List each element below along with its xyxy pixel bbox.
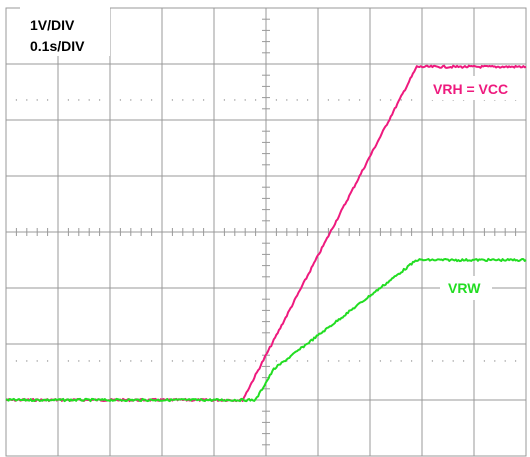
grid-dot: [286, 99, 288, 101]
grid-dot: [78, 99, 80, 101]
grid-dot: [504, 360, 506, 362]
grid-dot: [390, 99, 392, 101]
vertical-scale-label: 1V/DIV: [30, 17, 75, 33]
grid-dot: [452, 360, 454, 362]
grid-dot: [514, 360, 517, 362]
grid-dot: [171, 99, 174, 101]
grid-dot: [88, 99, 90, 101]
grid-dot: [379, 360, 382, 362]
grid-dot: [98, 360, 101, 362]
grid-dot: [171, 360, 174, 362]
vrh-series-label: VRH = VCC: [433, 81, 508, 97]
grid-dot: [150, 360, 153, 362]
grid-dot: [140, 99, 142, 101]
grid-dot: [462, 360, 465, 362]
grid-dot: [306, 99, 309, 101]
grid-dot: [244, 360, 246, 362]
grid-dot: [327, 360, 330, 362]
grid-dot: [254, 360, 257, 362]
grid-dot: [67, 99, 70, 101]
grid-dot: [390, 360, 392, 362]
grid-dot: [15, 99, 18, 101]
grid-dot: [26, 360, 28, 362]
grid-dot: [358, 360, 361, 362]
traces: [5, 64, 527, 403]
grid-dot: [78, 360, 80, 362]
grid-dot: [88, 360, 90, 362]
grid-dot: [36, 99, 38, 101]
grid-dot: [202, 360, 205, 362]
grid-dot: [192, 360, 194, 362]
grid-dot: [400, 360, 402, 362]
grid-dot: [306, 360, 309, 362]
grid-dot: [150, 99, 153, 101]
grid-dot: [140, 360, 142, 362]
grid-dot: [98, 99, 101, 101]
grid-dot: [254, 99, 257, 101]
grid-dot: [379, 99, 382, 101]
grid-dot: [410, 99, 413, 101]
grid-dot: [275, 360, 278, 362]
grid-dot: [234, 360, 236, 362]
grid-dot: [296, 99, 298, 101]
grid-dot: [130, 99, 132, 101]
vrw-series-label: VRW: [448, 280, 481, 296]
grid-dot: [36, 360, 38, 362]
grid-dot: [442, 360, 444, 362]
grid-dot: [182, 99, 184, 101]
grid-dot: [223, 99, 226, 101]
grid-dot: [46, 99, 49, 101]
grid-dot: [26, 99, 28, 101]
grid-dot: [67, 360, 70, 362]
grid-dot: [182, 360, 184, 362]
grid-dot: [348, 360, 350, 362]
horizontal-scale-label: 0.1s/DIV: [30, 38, 85, 54]
grid-dot: [494, 360, 496, 362]
grid-dot: [46, 360, 49, 362]
grid-dot: [119, 360, 122, 362]
grid-dot: [431, 360, 434, 362]
grid-dot: [338, 360, 340, 362]
grid-dot: [483, 360, 486, 362]
grid-dot: [234, 99, 236, 101]
grid-dot: [338, 99, 340, 101]
grid-dot: [275, 99, 278, 101]
vrw-label-box: [440, 276, 492, 300]
grid-dot: [192, 99, 194, 101]
grid-dot: [15, 360, 18, 362]
series-trace-vrw: [5, 257, 527, 403]
scale-label-box: [20, 6, 110, 56]
grid-dot: [348, 99, 350, 101]
grid-dot: [130, 360, 132, 362]
grid-dot: [223, 360, 226, 362]
grid-dot: [296, 360, 298, 362]
grid-dot: [358, 99, 361, 101]
vrh-label-box: [430, 76, 522, 100]
grid-dot: [119, 99, 122, 101]
grid-dot: [244, 99, 246, 101]
grid-dot: [400, 99, 402, 101]
grid-dot: [327, 99, 330, 101]
grid-dot: [202, 99, 205, 101]
grid-dot: [410, 360, 413, 362]
